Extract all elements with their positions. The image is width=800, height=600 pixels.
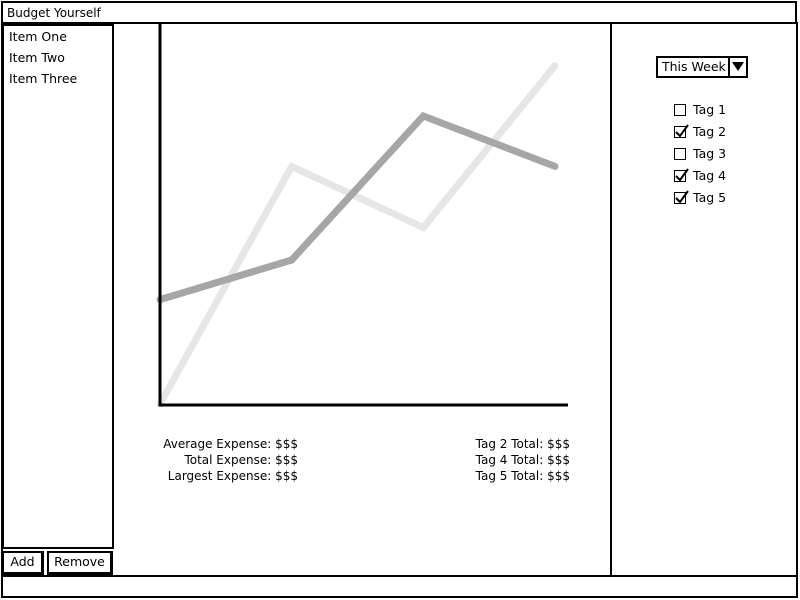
list-item[interactable]: Item Two <box>9 50 65 65</box>
panel-divider <box>610 24 612 576</box>
series-line-1 <box>156 62 559 408</box>
tag-5-total: Tag 5 Total: $$$ <box>475 469 570 483</box>
tag-filter-list: Tag 1 Tag 2 Tag 3 Tag 4 Tag 5 <box>672 100 782 210</box>
tag-label: Tag 2 <box>693 124 727 139</box>
average-expense: Average Expense: $$$ <box>163 437 298 451</box>
remove-button[interactable]: Remove <box>47 551 113 575</box>
add-button[interactable]: Add <box>2 551 44 575</box>
tag-label: Tag 1 <box>693 102 727 117</box>
time-range-dropdown[interactable]: This Week <box>656 56 748 78</box>
tag-checkbox[interactable] <box>674 104 686 116</box>
tag-option-4[interactable]: Tag 4 <box>672 166 782 188</box>
largest-expense: Largest Expense: $$$ <box>167 469 298 483</box>
window-title: Budget Yourself <box>7 6 101 20</box>
tag-checkbox[interactable] <box>674 190 689 204</box>
tag-2-total: Tag 2 Total: $$$ <box>475 437 570 451</box>
status-bar <box>1 575 798 598</box>
time-range-value: This Week <box>662 59 726 74</box>
tag-label: Tag 4 <box>693 168 727 183</box>
tag-option-1[interactable]: Tag 1 <box>672 100 782 122</box>
series-line-2 <box>156 111 559 304</box>
list-item[interactable]: Item Three <box>9 71 78 86</box>
tag-checkbox[interactable] <box>674 168 689 182</box>
tag-checkbox[interactable] <box>674 148 686 160</box>
dropdown-arrow-button[interactable] <box>728 58 746 76</box>
checkmark-icon <box>675 190 689 204</box>
tag-label: Tag 5 <box>693 190 727 205</box>
tag-checkbox[interactable] <box>674 124 689 138</box>
tag-option-5[interactable]: Tag 5 <box>672 188 782 210</box>
chevron-down-icon <box>732 62 744 71</box>
total-expense: Total Expense: $$$ <box>184 453 298 467</box>
item-list[interactable]: Item One Item Two Item Three <box>2 24 114 549</box>
tag-totals: Tag 2 Total: $$$ Tag 4 Total: $$$ Tag 5 … <box>430 436 570 484</box>
tag-option-3[interactable]: Tag 3 <box>672 144 782 166</box>
expense-line-chart <box>156 24 568 408</box>
checkmark-icon <box>675 124 689 138</box>
checkmark-icon <box>675 168 689 182</box>
list-item[interactable]: Item One <box>9 29 67 44</box>
expense-summary: Average Expense: $$$ Total Expense: $$$ … <box>158 436 298 484</box>
tag-4-total: Tag 4 Total: $$$ <box>475 453 570 467</box>
tag-label: Tag 3 <box>693 146 727 161</box>
tag-option-2[interactable]: Tag 2 <box>672 122 782 144</box>
title-bar: Budget Yourself <box>1 1 797 23</box>
